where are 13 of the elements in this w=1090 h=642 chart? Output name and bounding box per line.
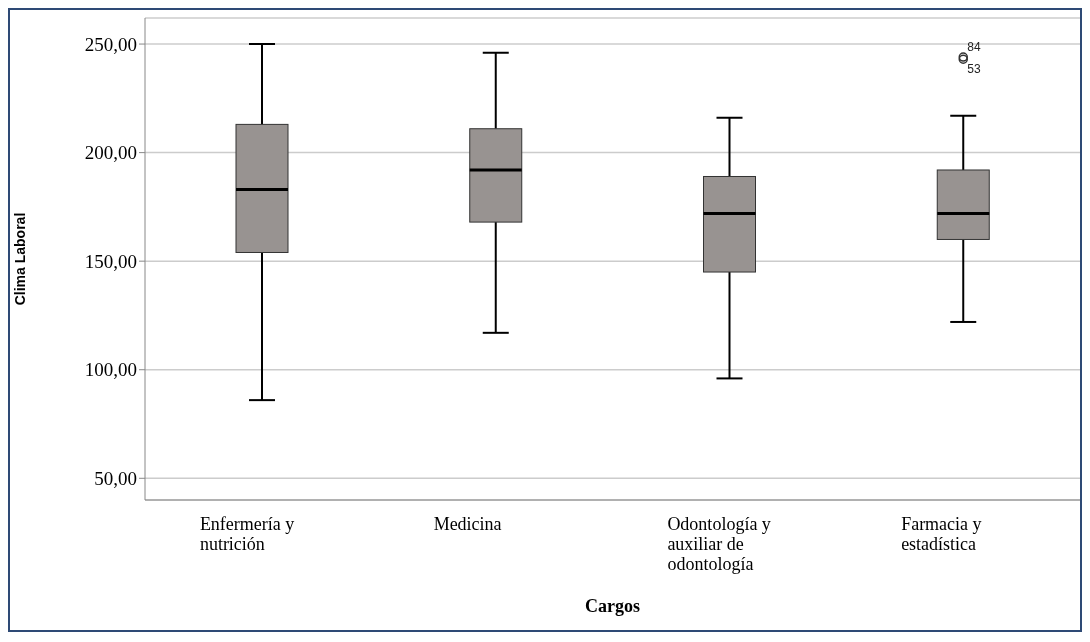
x-tick-label: Farmacia y estadística — [901, 514, 982, 554]
annotation: 53 — [967, 62, 981, 77]
x-axis-title: Cargos — [585, 596, 640, 616]
y-tick-label: 200,00 — [84, 142, 137, 164]
y-tick-label: 100,00 — [84, 359, 137, 381]
y-tick-label: 50,00 — [94, 468, 137, 490]
y-tick-label: 150,00 — [84, 250, 137, 272]
y-axis-title: Clima Laboral — [11, 212, 28, 306]
x-tick-label: Enfermería y nutrición — [199, 514, 295, 554]
y-tick-label: 250,00 — [84, 33, 137, 55]
x-tick-label: Odontología y auxiliar de odontología — [667, 514, 771, 574]
x-tick-label: Medicina — [433, 514, 502, 534]
annotation: 84 — [967, 40, 981, 55]
